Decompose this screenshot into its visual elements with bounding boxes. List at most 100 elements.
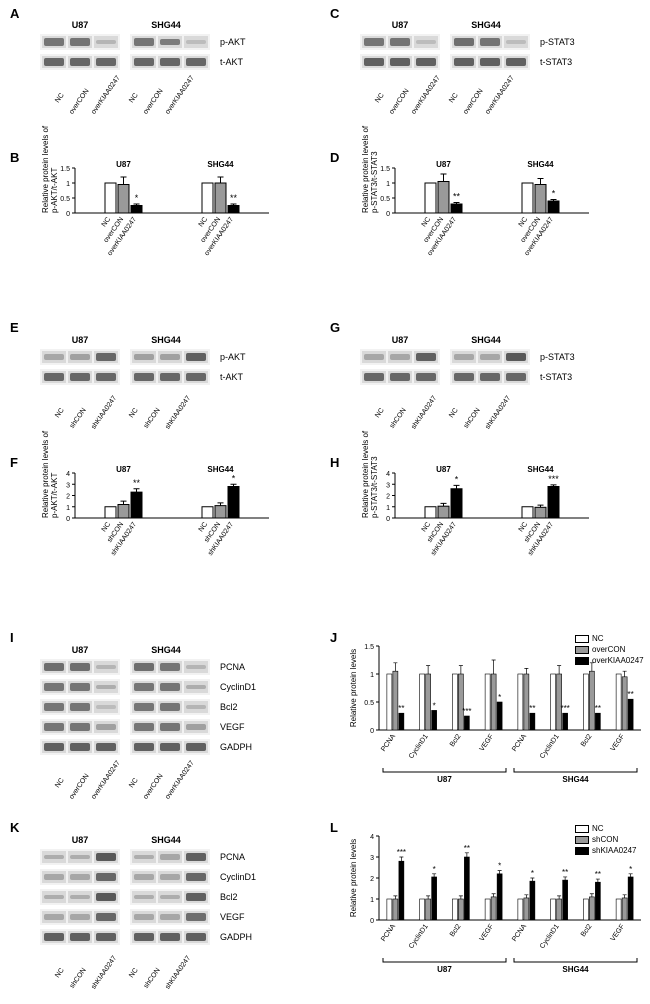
legend-swatch: [575, 847, 589, 855]
blot-row-label: Bcl2: [220, 702, 238, 712]
bar: [387, 674, 392, 730]
blot-lane: [132, 741, 156, 753]
svg-text:Bcl2: Bcl2: [580, 923, 594, 938]
svg-text:1: 1: [370, 897, 374, 904]
bar: [464, 857, 469, 920]
blot-lane-group: [130, 369, 210, 385]
svg-text:1: 1: [66, 505, 70, 512]
lane-label: NC: [120, 967, 139, 991]
cell-header: SHG44: [128, 20, 204, 30]
bar: [202, 183, 213, 213]
blot-lane: [132, 871, 156, 883]
blot-lane-group: [40, 929, 120, 945]
svg-text:CyclinD1: CyclinD1: [408, 923, 430, 950]
svg-text:1: 1: [370, 672, 374, 679]
blot-lane: [132, 681, 156, 693]
svg-text:*: *: [455, 474, 459, 484]
svg-text:PCNA: PCNA: [511, 733, 528, 753]
svg-text:***: ***: [548, 474, 559, 484]
blot-lane-group: [40, 659, 120, 675]
blot-lane: [184, 891, 208, 903]
svg-text:2: 2: [66, 494, 70, 501]
blot-lane: [504, 56, 528, 68]
blot-row-label: GADPH: [220, 932, 252, 942]
bar: [583, 899, 588, 920]
svg-text:U87: U87: [436, 465, 451, 474]
blot-row-label: t-STAT3: [540, 57, 572, 67]
bar: [622, 898, 627, 920]
blot-row-label: VEGF: [220, 722, 245, 732]
bar: [458, 674, 463, 730]
blot-row-label: Bcl2: [220, 892, 238, 902]
bar: [426, 674, 431, 730]
bar: [202, 507, 213, 518]
blot-lane-group: [40, 869, 120, 885]
bar: [522, 183, 533, 213]
lane-label: shCON: [68, 407, 87, 431]
panel-label-G: G: [330, 320, 340, 335]
blot-row: CyclinD1: [40, 869, 256, 885]
bar: [583, 674, 588, 730]
blot-row: p-AKT: [40, 349, 246, 365]
svg-text:**: **: [595, 704, 601, 713]
svg-text:CyclinD1: CyclinD1: [539, 733, 561, 760]
blot-lane-group: [360, 34, 440, 50]
blot-lane-group: [40, 739, 120, 755]
panel-label-I: I: [10, 630, 14, 645]
blot-lane: [68, 56, 92, 68]
blot-row-label: PCNA: [220, 662, 245, 672]
blot-row: t-STAT3: [360, 54, 575, 70]
lane-label: NC: [46, 967, 65, 991]
chart-H: 01234U87NCshCON*shKIAA0247SHG44NCshCON**…: [355, 465, 595, 580]
svg-text:**: **: [133, 478, 141, 488]
blot-lane: [452, 351, 476, 363]
bar: [485, 899, 490, 920]
blot-row: Bcl2: [40, 889, 256, 905]
blot-lane: [132, 36, 156, 48]
lane-label: shCON: [142, 967, 161, 991]
blot-lane: [94, 661, 118, 673]
blot-lane: [158, 871, 182, 883]
blot-lane: [94, 851, 118, 863]
blot-lane: [94, 36, 118, 48]
svg-text:NC: NC: [198, 521, 210, 533]
blot-lane: [42, 721, 66, 733]
bar: [485, 674, 490, 730]
chart-legend: NCoverCONoverKIAA0247: [575, 634, 644, 665]
svg-text:*: *: [531, 869, 534, 878]
blot-lane: [478, 56, 502, 68]
svg-text:1.5: 1.5: [380, 166, 390, 173]
svg-text:0.5: 0.5: [380, 196, 390, 203]
legend-swatch: [575, 657, 589, 665]
bar: [458, 899, 463, 920]
bar: [105, 507, 116, 518]
bar: [589, 897, 594, 920]
blot-row: VEGF: [40, 719, 256, 735]
svg-text:0: 0: [370, 728, 374, 735]
cell-header: U87: [42, 645, 118, 655]
blot-lane-group: [130, 34, 210, 50]
blot-lane-group: [40, 369, 120, 385]
blot-lane: [184, 931, 208, 943]
svg-text:*: *: [433, 865, 436, 874]
blot-lane: [184, 721, 208, 733]
bar: [131, 492, 142, 518]
bar: [426, 899, 431, 920]
blot-lane: [414, 56, 438, 68]
blot-lane: [478, 36, 502, 48]
lane-label: overKIAA0247: [410, 92, 429, 116]
blot-lane-group: [130, 739, 210, 755]
svg-text:PCNA: PCNA: [380, 923, 397, 943]
blot-row: Bcl2: [40, 699, 256, 715]
lane-label: NC: [440, 407, 459, 431]
blot-row-label: GADPH: [220, 742, 252, 752]
svg-text:NC: NC: [421, 216, 433, 228]
blot-lane: [68, 351, 92, 363]
bar: [518, 674, 523, 730]
blot-lane: [184, 36, 208, 48]
bar: [524, 898, 529, 920]
blot-lane: [42, 371, 66, 383]
lane-label: overKIAA0247: [90, 777, 109, 801]
cell-header: U87: [42, 335, 118, 345]
svg-text:1: 1: [386, 505, 390, 512]
